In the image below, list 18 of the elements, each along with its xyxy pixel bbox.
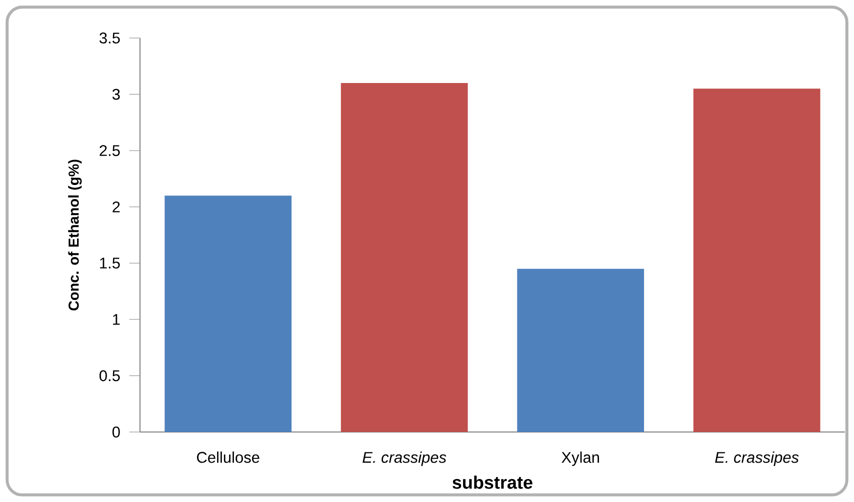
bar [517,268,644,432]
bar [340,83,468,432]
y-tick-label: 2 [112,201,120,212]
y-tick-label: 0.5 [100,370,120,382]
y-tick-label: 3.5 [100,32,120,44]
y-tick-label: 3 [112,88,120,100]
x-tick-label: E. crassipes [715,452,799,466]
y-tick-label: 1.5 [100,258,120,269]
y-tick-label: 0 [112,426,120,438]
y-tick-label: 1 [113,314,120,325]
x-tick-label: Cellulose [196,452,260,463]
x-tick-label: Xylan [562,452,599,466]
y-axis-title: Conc. of Ethanol (g%) [68,160,82,310]
bar [693,88,820,432]
x-tick-label: E. crassipes [362,452,446,466]
y-tick-label: 2.5 [100,145,120,156]
bar [164,196,292,432]
x-axis-title: substrate [452,476,532,489]
